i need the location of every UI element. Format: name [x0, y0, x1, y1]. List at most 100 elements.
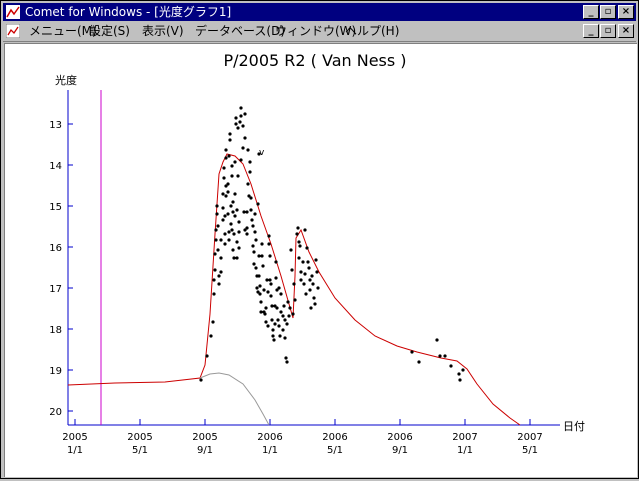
- y-tick-label: 14: [49, 161, 62, 172]
- obs-point: [219, 270, 223, 274]
- y-tick-label: 16: [49, 243, 62, 254]
- obs-point: [237, 246, 241, 250]
- y-axis-label: 光度: [55, 73, 77, 87]
- obs-point: [257, 152, 261, 156]
- obs-point: [457, 372, 461, 376]
- obs-point: [299, 270, 303, 274]
- x-tick-year: 2007: [517, 432, 542, 443]
- observations: [199, 106, 465, 382]
- obs-point: [216, 224, 220, 228]
- obs-point: [246, 148, 250, 152]
- y-tick-label: 18: [49, 325, 62, 336]
- obs-point: [308, 288, 312, 292]
- obs-point: [229, 222, 233, 226]
- child-restore-button[interactable]: ▫: [600, 24, 616, 38]
- x-tick-date: 5/1: [522, 445, 538, 456]
- document-icon[interactable]: [6, 24, 20, 38]
- obs-point: [264, 320, 268, 324]
- obs-point: [281, 328, 285, 332]
- obs-point: [264, 306, 268, 310]
- obs-point: [233, 160, 237, 164]
- obs-point: [259, 300, 263, 304]
- obs-point: [260, 242, 264, 246]
- obs-point: [235, 256, 239, 260]
- obs-point: [219, 238, 223, 242]
- obs-point: [211, 320, 215, 324]
- menu-bar: メニュー(M) 設定(S) 表示(V) データベース(D) ウィンドウ(W) ヘ…: [3, 22, 636, 42]
- obs-point: [199, 378, 203, 382]
- obs-point: [248, 170, 252, 174]
- obs-point: [277, 324, 281, 328]
- obs-point: [217, 282, 221, 286]
- x-tick-date: 9/1: [197, 445, 213, 456]
- obs-point: [241, 124, 245, 128]
- menu-item-view[interactable]: 表示(V): [142, 24, 184, 38]
- obs-point: [224, 194, 228, 198]
- obs-point: [243, 136, 247, 140]
- obs-point: [221, 206, 225, 210]
- obs-point: [273, 322, 277, 326]
- close-icon: ×: [621, 6, 631, 17]
- obs-point: [221, 218, 225, 222]
- obs-point: [417, 360, 421, 364]
- obs-point: [209, 334, 213, 338]
- obs-point: [295, 232, 299, 236]
- obs-point: [228, 132, 232, 136]
- window-title: Comet for Windows - [光度グラフ1]: [25, 5, 232, 19]
- y-tick-label: 13: [49, 120, 62, 131]
- obs-point: [242, 210, 246, 214]
- obs-point: [299, 278, 303, 282]
- obs-point: [309, 306, 313, 310]
- obs-point: [314, 258, 318, 262]
- obs-point: [232, 232, 236, 236]
- obs-point: [278, 334, 282, 338]
- obs-point: [301, 260, 305, 264]
- obs-point: [249, 208, 253, 212]
- menu-item-database[interactable]: データベース(D): [195, 24, 286, 38]
- obs-point: [221, 192, 225, 196]
- obs-point: [214, 238, 218, 242]
- obs-point: [251, 244, 255, 248]
- x-tick-year: 2006: [257, 432, 282, 443]
- menu-item-help[interactable]: ヘルプ(H): [345, 24, 400, 38]
- child-close-button[interactable]: ×: [618, 24, 634, 38]
- obs-point: [284, 356, 288, 360]
- obs-point: [438, 354, 442, 358]
- obs-point: [235, 240, 239, 244]
- menu-item-window[interactable]: ウィンドウ(W): [275, 24, 357, 38]
- y-tick-label: 15: [49, 202, 62, 213]
- obs-point: [298, 244, 302, 248]
- obs-point: [250, 218, 254, 222]
- obs-point: [287, 314, 291, 318]
- obs-point: [213, 252, 217, 256]
- obs-point: [245, 226, 249, 230]
- x-tick-date: 5/1: [327, 445, 343, 456]
- obs-point: [279, 292, 283, 296]
- obs-point: [230, 164, 234, 168]
- menu-item-settings[interactable]: 設定(S): [89, 24, 130, 38]
- close-button[interactable]: ×: [618, 5, 634, 19]
- obs-point: [255, 286, 259, 290]
- obs-point: [229, 204, 233, 208]
- obs-point: [245, 232, 249, 236]
- obs-point: [275, 288, 279, 292]
- y-tick-label: 19: [49, 366, 62, 377]
- obs-point: [458, 378, 462, 382]
- light-curve-chart: P/2005 R2 ( Van Ness ) 光度 日付 v 131415161…: [49, 51, 585, 456]
- obs-point: [219, 256, 223, 260]
- obs-point: [257, 274, 261, 278]
- obs-point: [306, 260, 310, 264]
- minimize-button[interactable]: _: [583, 5, 599, 19]
- obs-point: [217, 274, 221, 278]
- obs-point: [215, 212, 219, 216]
- obs-point: [214, 228, 218, 232]
- menu-item-menu[interactable]: メニュー(M): [29, 24, 97, 38]
- restore-button[interactable]: ▫: [600, 5, 616, 19]
- obs-point: [316, 286, 320, 290]
- child-minimize-button[interactable]: _: [583, 24, 599, 38]
- obs-point: [246, 182, 250, 186]
- title-bar[interactable]: Comet for Windows - [光度グラフ1] _ ▫ ×: [3, 3, 636, 21]
- obs-point: [267, 242, 271, 246]
- obs-point: [261, 264, 265, 268]
- obs-point: [224, 156, 228, 160]
